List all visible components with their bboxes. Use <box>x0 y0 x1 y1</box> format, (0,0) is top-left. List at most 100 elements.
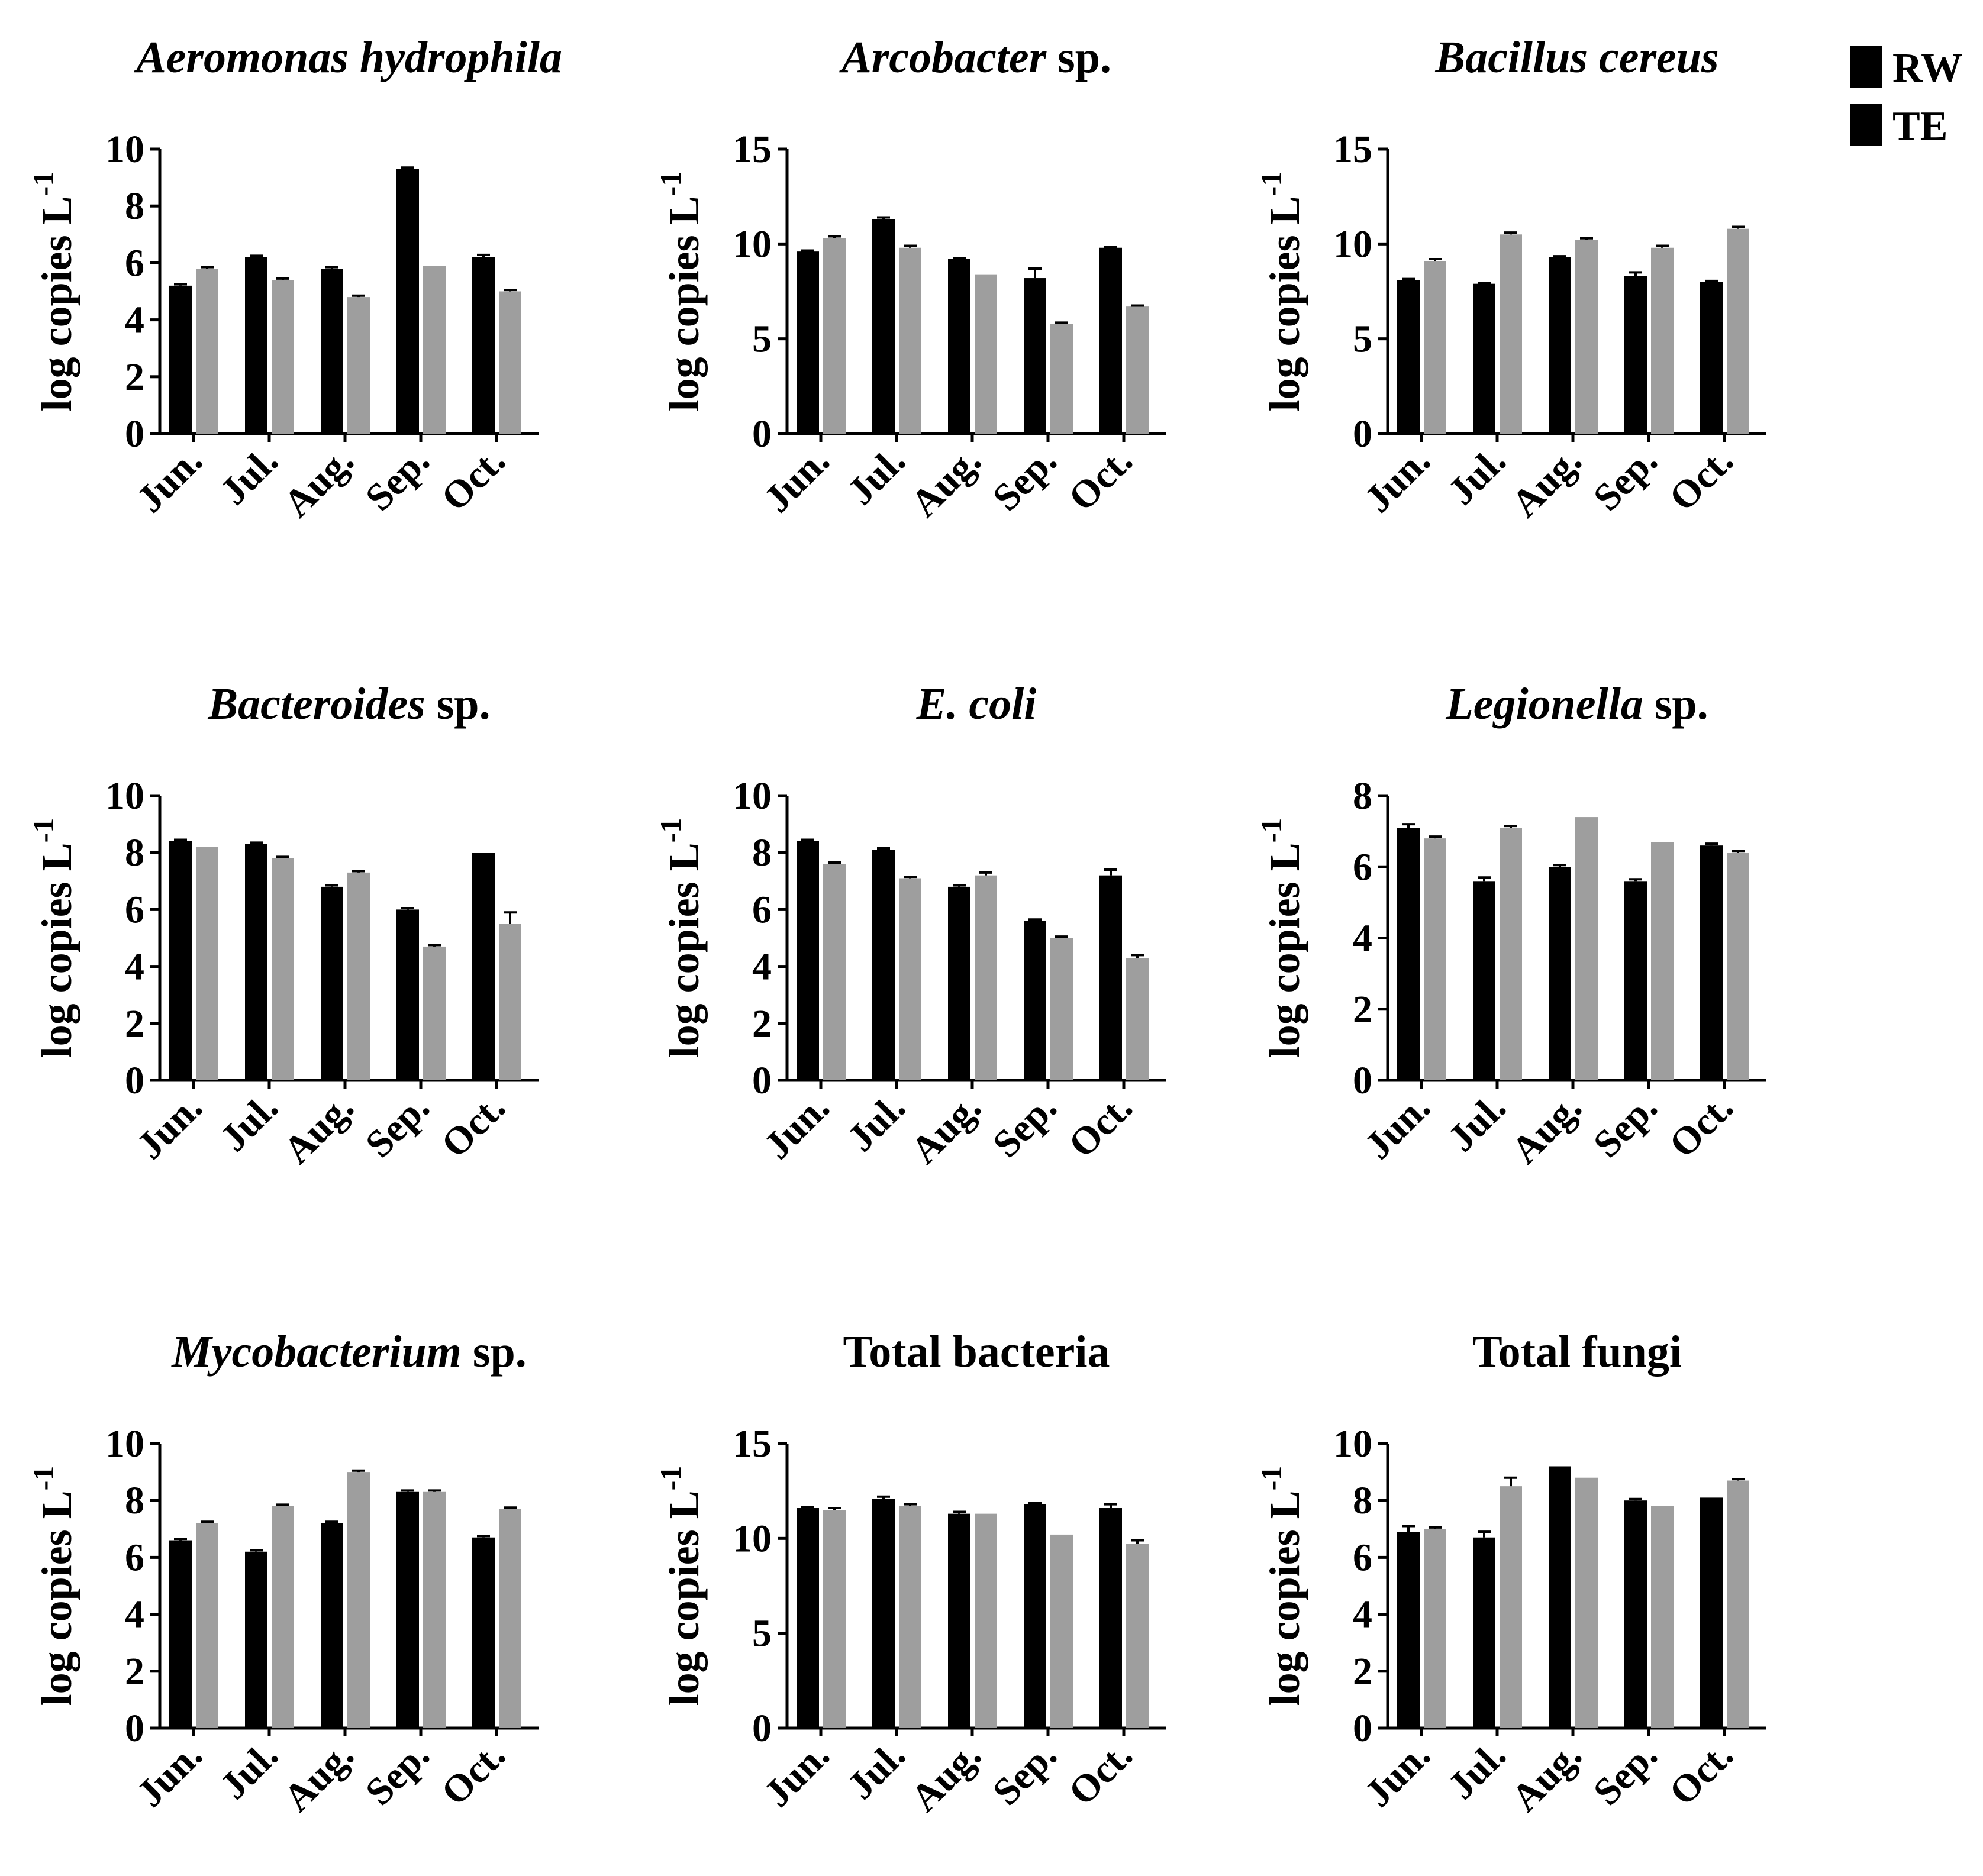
chart-title: Total bacteria <box>843 1327 1110 1377</box>
y-axis-label-sup: -1 <box>27 818 60 843</box>
legend-label-rw: RW <box>1892 46 1962 91</box>
y-tick-label: 10 <box>1333 222 1372 266</box>
y-tick-label: 0 <box>125 412 144 456</box>
bar-te-aug <box>347 872 370 1080</box>
bar-rw-sep <box>1624 276 1647 434</box>
chart-panel-7: Mycobacterium sp. log copies L-1 0 2 4 6 8 10 Ju… <box>27 1327 539 1820</box>
bar-te-sep <box>1050 324 1073 434</box>
x-tick-label: Sep. <box>357 1086 438 1166</box>
bar-rw-oct <box>1099 875 1122 1080</box>
y-axis-label-main: log copies L <box>660 196 708 411</box>
chart-title: E. coli <box>916 679 1037 729</box>
x-tick-label: Oct. <box>1060 1086 1141 1166</box>
chart-title: Mycobacterium sp. <box>171 1327 527 1377</box>
chart-title-italic: Bacillus cereus <box>1434 33 1718 82</box>
y-tick-label: 10 <box>1333 1422 1372 1465</box>
y-tick-label: 15 <box>733 1422 772 1465</box>
y-tick-label: 10 <box>105 774 144 818</box>
y-tick-label: 2 <box>125 1002 144 1045</box>
y-axis-label: log copies L-1 <box>1255 818 1308 1058</box>
y-axis-label-sup: -1 <box>654 172 687 196</box>
chart-title-plain: sp. <box>1046 33 1111 82</box>
chart-panel-1: Aeromonas hydrophila log copies L-1 0 2 4 6 8 1… <box>27 33 562 525</box>
bar-te-aug <box>1575 1477 1598 1728</box>
bar-rw-oct <box>472 1537 495 1728</box>
y-axis-label-main: log copies L <box>33 842 80 1058</box>
y-tick-label: 2 <box>125 356 144 399</box>
bar-rw-jul <box>245 257 267 434</box>
y-tick-label: 4 <box>1353 1593 1372 1636</box>
y-tick-label: 5 <box>752 318 772 361</box>
x-tick-label: Sep. <box>1585 1086 1666 1166</box>
bar-te-sep <box>1651 1506 1674 1728</box>
bar-te-oct <box>1126 306 1149 434</box>
bar-te-sep <box>423 266 446 434</box>
bar-te-sep <box>1651 842 1674 1080</box>
chart-title: Arcobacter sp. <box>839 33 1111 82</box>
bar-te-jun <box>196 269 218 434</box>
chart-title-italic: E. coli <box>916 679 1037 729</box>
legend-label-te: TE <box>1892 104 1947 149</box>
y-axis-label-sup: -1 <box>27 172 60 196</box>
bar-te-sep <box>1050 938 1073 1080</box>
chart-title-plain: sp. <box>1643 679 1708 729</box>
bar-te-jun <box>823 1510 846 1728</box>
bar-te-oct <box>499 1509 521 1728</box>
y-tick-label: 10 <box>733 222 772 266</box>
x-tick-label: Jul. <box>839 1733 914 1808</box>
chart-title: Aeromonas hydrophila <box>134 33 562 82</box>
bar-te-oct <box>499 291 521 434</box>
bar-te-sep <box>423 946 446 1080</box>
bar-te-jul <box>899 1506 921 1728</box>
bar-rw-sep <box>396 909 419 1080</box>
bar-rw-jul <box>245 1551 267 1728</box>
y-tick-label: 6 <box>752 888 772 931</box>
y-tick-label: 6 <box>1353 1536 1372 1579</box>
x-tick-label: Aug. <box>275 439 362 525</box>
bar-rw-jun <box>797 841 819 1080</box>
bar-rw-sep <box>396 1491 419 1728</box>
x-tick-label: Oct. <box>1661 1733 1742 1814</box>
y-tick-label: 15 <box>1333 128 1372 171</box>
x-tick-label: Aug. <box>1503 1086 1589 1172</box>
y-tick-label: 10 <box>733 1517 772 1560</box>
x-tick-label: Aug. <box>902 1733 989 1820</box>
y-tick-label: 4 <box>1353 917 1372 960</box>
bar-rw-jun <box>1397 828 1420 1080</box>
y-tick-label: 0 <box>125 1059 144 1102</box>
bar-rw-jun <box>169 841 192 1080</box>
x-tick-label: Sep. <box>357 1733 438 1814</box>
bar-te-oct <box>1126 1544 1149 1728</box>
x-tick-label: Aug. <box>1503 439 1589 525</box>
y-axis-label-main: log copies L <box>660 842 708 1058</box>
x-tick-label: Oct. <box>1661 439 1742 519</box>
bar-rw-oct <box>1700 282 1723 434</box>
bar-te-aug <box>975 274 997 434</box>
bar-rw-sep <box>1024 278 1046 434</box>
bar-rw-oct <box>472 257 495 434</box>
y-tick-label: 10 <box>105 1422 144 1465</box>
bar-rw-jul <box>1473 283 1495 434</box>
x-tick-label: Jul. <box>1440 439 1514 514</box>
y-tick-label: 8 <box>125 185 144 228</box>
bar-te-aug <box>1575 817 1598 1080</box>
bar-rw-jul <box>872 219 895 434</box>
bar-te-jun <box>1424 838 1446 1080</box>
x-tick-label: Sep. <box>1585 1733 1666 1814</box>
bar-te-jul <box>272 1506 294 1728</box>
bar-rw-jul <box>872 1498 895 1728</box>
y-axis-label-sup: -1 <box>1255 1466 1288 1491</box>
bar-te-aug <box>347 1472 370 1728</box>
bar-te-oct <box>499 924 521 1080</box>
bar-te-jul <box>899 878 921 1080</box>
bar-rw-jun <box>797 251 819 434</box>
bar-rw-jun <box>169 1540 192 1728</box>
y-tick-label: 4 <box>125 1593 144 1636</box>
bar-rw-sep <box>1624 1500 1647 1728</box>
x-tick-label: Jul. <box>1440 1733 1514 1808</box>
legend-swatch-rw <box>1850 46 1882 88</box>
x-tick-label: Oct. <box>1060 439 1141 519</box>
